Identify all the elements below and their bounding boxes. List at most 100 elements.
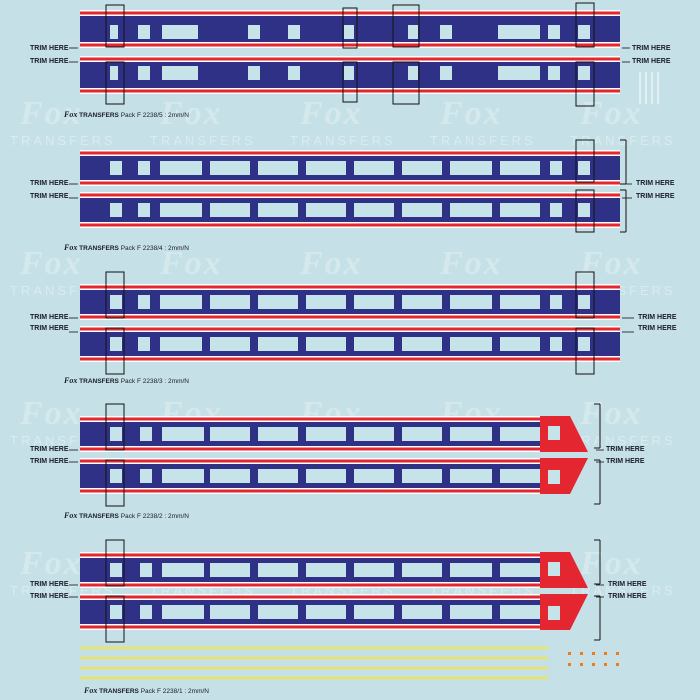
strip-4b-red-bottom: [80, 223, 620, 227]
watermark-sub: TRANSFERS: [570, 433, 676, 448]
watermark-brand: Fox: [580, 395, 643, 432]
trim-label: TRIM HERE: [636, 193, 675, 200]
window: [138, 25, 150, 39]
trim-bracket: [594, 595, 601, 641]
window: [344, 66, 354, 80]
door-outline: [105, 271, 125, 319]
trim-label: TRIM HERE: [606, 458, 645, 465]
cab-front: [540, 552, 588, 588]
window: [160, 337, 202, 351]
window: [578, 337, 590, 351]
window: [306, 469, 346, 483]
window: [500, 563, 542, 577]
window: [402, 337, 442, 351]
window: [450, 295, 492, 309]
door-outline: [575, 139, 595, 183]
window: [578, 66, 590, 80]
trim-label: TRIM HERE: [30, 446, 69, 453]
orange-dot: [604, 663, 607, 666]
watermark-brand: Fox: [440, 245, 503, 282]
window: [306, 203, 346, 217]
window: [110, 469, 122, 483]
cab-window: [548, 426, 560, 440]
window: [402, 469, 442, 483]
watermark-brand: Fox: [580, 245, 643, 282]
window: [140, 427, 152, 441]
window: [450, 605, 492, 619]
window: [306, 337, 346, 351]
strip-2b-red-top: [80, 459, 560, 463]
strip-3b-red-bottom: [80, 357, 620, 361]
pack-caption: Fox TRANSFERS Pack F 2238/5 : 2mm/N: [64, 110, 189, 119]
watermark-brand: Fox: [440, 95, 503, 132]
watermark-sub: TRANSFERS: [290, 133, 396, 148]
door-outline: [392, 61, 420, 105]
window: [550, 161, 562, 175]
window: [248, 25, 260, 39]
orange-dot: [568, 652, 571, 655]
window: [498, 66, 540, 80]
window: [498, 25, 540, 39]
window: [550, 295, 562, 309]
strip-5b-red-top: [80, 57, 620, 61]
window: [500, 295, 540, 309]
window: [402, 295, 442, 309]
window: [140, 563, 152, 577]
trim-label: TRIM HERE: [638, 325, 677, 332]
window: [402, 605, 442, 619]
window: [210, 469, 250, 483]
strip-4b-red-top: [80, 193, 620, 197]
strip-5a-red-top: [80, 11, 620, 15]
strip-3b-red-top: [80, 327, 620, 331]
orange-dot: [580, 663, 583, 666]
door-outline: [342, 61, 358, 103]
watermark-sub: TRANSFERS: [10, 133, 116, 148]
window: [344, 25, 354, 39]
window: [354, 161, 394, 175]
window: [306, 427, 346, 441]
window: [354, 563, 394, 577]
window: [500, 469, 542, 483]
window: [354, 337, 394, 351]
window: [110, 337, 122, 351]
window: [110, 25, 118, 39]
trim-label: TRIM HERE: [608, 593, 647, 600]
window: [578, 25, 590, 39]
window: [138, 337, 150, 351]
window: [110, 605, 122, 619]
strip-5a-red-bottom: [80, 43, 620, 47]
pack-caption: Fox TRANSFERS Pack F 2238/4 : 2mm/N: [64, 243, 189, 252]
window: [354, 605, 394, 619]
trim-label: TRIM HERE: [606, 446, 645, 453]
window: [550, 203, 562, 217]
window: [138, 203, 150, 217]
strip-1a-red-bottom: [80, 583, 560, 587]
strip-1b-red-top: [80, 595, 560, 599]
window: [162, 605, 204, 619]
cab-front: [540, 458, 588, 494]
window: [258, 605, 298, 619]
window: [354, 469, 394, 483]
window: [306, 563, 346, 577]
window: [160, 161, 202, 175]
window: [354, 203, 394, 217]
watermark-sub: TRANSFERS: [430, 133, 536, 148]
trim-bracket: [594, 539, 601, 585]
window: [160, 295, 202, 309]
cab-front: [540, 416, 588, 452]
orange-dot: [592, 663, 595, 666]
watermark-brand: Fox: [580, 95, 643, 132]
window: [578, 203, 590, 217]
door-outline: [105, 403, 125, 451]
cab-front: [540, 594, 588, 630]
window: [138, 66, 150, 80]
strip-2b-red-bottom: [80, 489, 560, 493]
orange-dot: [580, 652, 583, 655]
door-outline: [105, 459, 125, 507]
window: [440, 66, 452, 80]
watermark-brand: Fox: [20, 395, 83, 432]
window: [450, 563, 492, 577]
window: [306, 295, 346, 309]
window: [402, 161, 442, 175]
